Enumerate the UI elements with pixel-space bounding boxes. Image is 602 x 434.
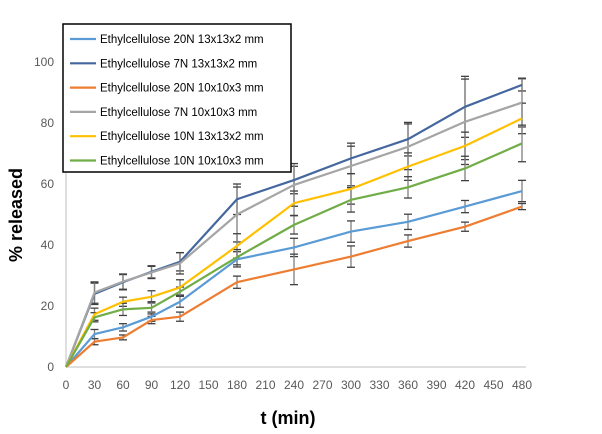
legend-box: [62, 23, 292, 173]
y-tick-label: 100: [34, 55, 54, 69]
x-tick-label: 240: [284, 378, 304, 392]
series-line-1: [65, 189, 523, 368]
legend-label: Ethylcellulose 10N 10x10x3 mm: [100, 156, 264, 168]
legend-item: Ethylcellulose 7N 13x13x2 mm: [70, 58, 257, 70]
legend-label: Ethylcellulose 20N 13x13x2 mm: [100, 34, 264, 46]
legend: Ethylcellulose 20N 13x13x2 mm Ethylcellul…: [62, 23, 292, 173]
x-tick-label: 30: [88, 378, 102, 392]
x-tick-label: 270: [312, 378, 332, 392]
legend-label: Ethylcellulose 7N 10x10x3 mm: [100, 107, 257, 119]
x-tick-labels: 0 30 60 90 120 150 180 210 240 270 300 330 360 390 420…: [63, 378, 533, 392]
x-tick-label: 60: [116, 378, 130, 392]
legend-item: Ethylcellulose 7N 10x10x3 mm: [70, 107, 257, 119]
legend-item: Ethylcellulose 10N 13x13x2 mm: [70, 131, 264, 143]
series-line-4: [64, 101, 523, 368]
y-tick-label: 40: [41, 238, 55, 252]
y-axis-title: % released: [6, 168, 26, 262]
legend-label: Ethylcellulose 10N 13x13x2 mm: [100, 131, 264, 143]
x-tick-label: 150: [198, 378, 218, 392]
x-tick-label: 210: [255, 378, 275, 392]
y-tick-label: 80: [41, 116, 55, 130]
x-axis-title: t (min): [261, 408, 316, 428]
x-tick-label: 480: [512, 378, 532, 392]
x-tick-label: 360: [398, 378, 418, 392]
x-tick-label: 330: [369, 378, 389, 392]
legend-item: Ethylcellulose 20N 10x10x3 mm: [70, 83, 264, 95]
legend-label: Ethylcellulose 7N 13x13x2 mm: [100, 58, 257, 70]
x-tick-label: 120: [170, 378, 190, 392]
x-tick-label: 390: [426, 378, 446, 392]
y-tick-label: 60: [41, 177, 55, 191]
x-tick-label: 300: [341, 378, 361, 392]
legend-item: Ethylcellulose 20N 13x13x2 mm: [70, 34, 264, 46]
x-tick-label: 450: [483, 378, 503, 392]
series-line-5: [65, 117, 523, 368]
x-tick-label: 180: [227, 378, 247, 392]
legend-label: Ethylcellulose 20N 10x10x3 mm: [100, 83, 264, 95]
x-tick-label: 420: [455, 378, 475, 392]
x-tick-label: 0: [63, 378, 70, 392]
series-lines: [64, 83, 523, 368]
y-tick-label: 0: [47, 360, 54, 374]
series-line-6: [65, 142, 523, 368]
x-tick-label: 90: [145, 378, 159, 392]
y-tick-labels: 0 20 40 60 80 100: [34, 55, 54, 374]
legend-item: Ethylcellulose 10N 10x10x3 mm: [70, 156, 264, 168]
series-line-3: [65, 205, 523, 368]
y-tick-label: 20: [41, 299, 55, 313]
